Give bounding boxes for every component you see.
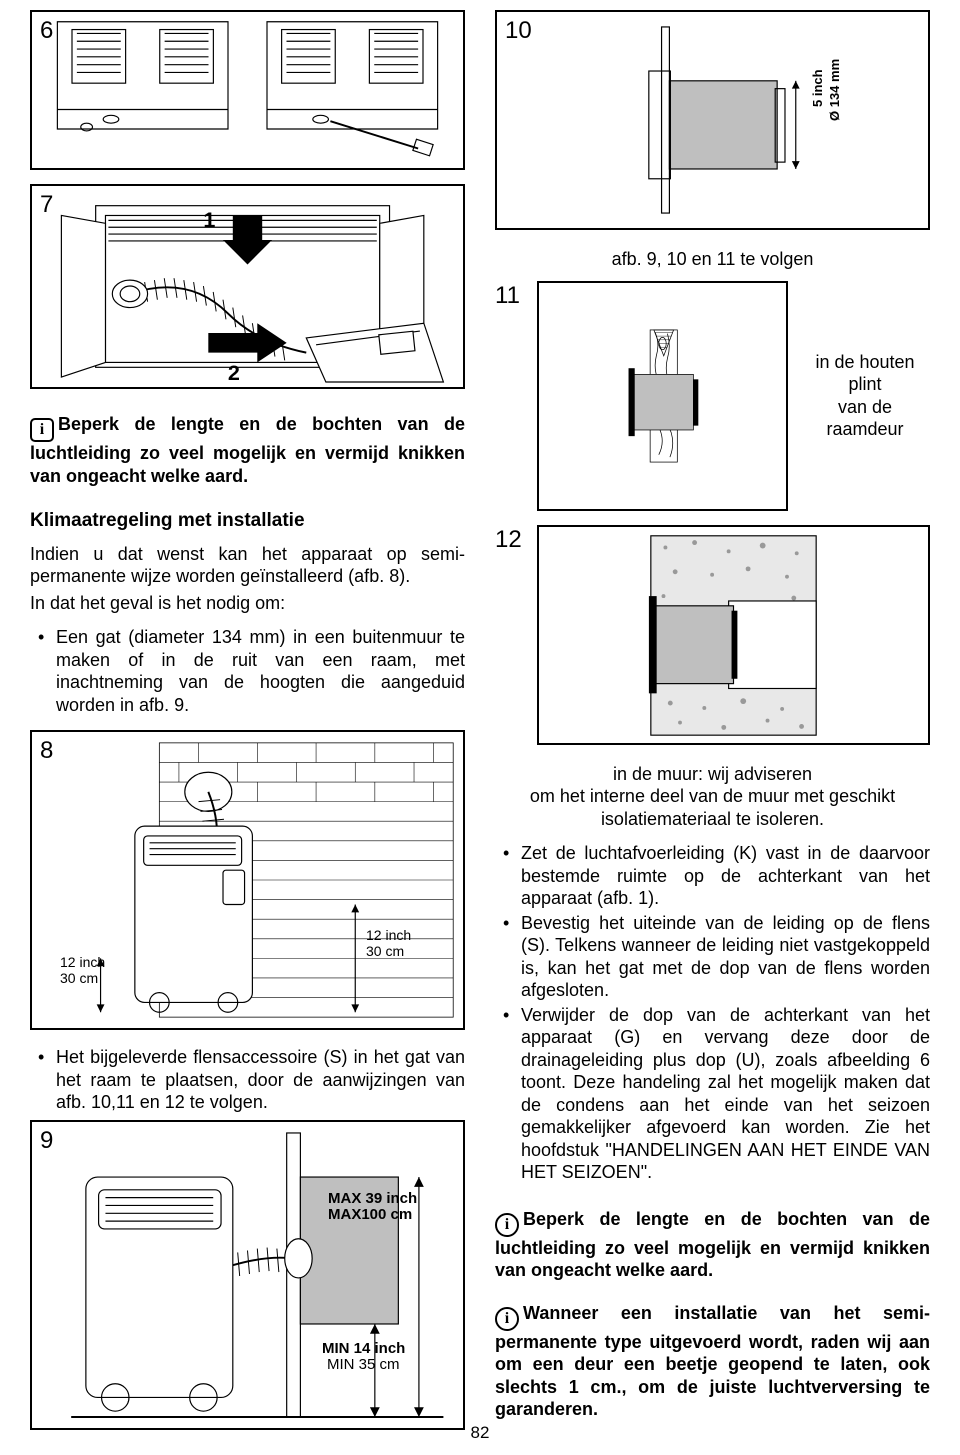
info-icon: i — [495, 1307, 519, 1331]
caption-12: in de muur: wij adviseren om het interne… — [495, 763, 930, 831]
fig9-max-2: MAX100 cm — [328, 1206, 412, 1225]
fig8-dim-right-2: 30 cm — [366, 943, 404, 961]
svg-text:2: 2 — [228, 360, 240, 385]
figure-9-number: 9 — [40, 1126, 53, 1156]
fig8-dim-right-1: 12 inch — [366, 927, 411, 945]
caption-12-a: in de muur: wij adviseren — [613, 764, 812, 784]
figure-7-number: 7 — [40, 190, 53, 220]
info-paragraph-1: iBeperk de lengte en de bochten van de l… — [30, 413, 465, 487]
fig10-dim-1: 5 inch — [810, 69, 826, 107]
figure-11 — [537, 281, 788, 511]
figure-10-number: 10 — [505, 16, 532, 46]
info-text-3: Wanneer een installatie van het semi-per… — [495, 1303, 930, 1420]
figure-10-illustration — [497, 12, 928, 228]
figure-10: 10 5 inch Ø 134 mm — [495, 10, 930, 230]
info-text-1: Beperk de lengte en de bochten van de lu… — [30, 414, 465, 486]
list-item-4: Bevestig het uiteinde van de leiding op … — [495, 912, 930, 1002]
figure-12-number: 12 — [495, 525, 525, 759]
info-icon: i — [30, 418, 54, 442]
fig8-dim-left-2: 30 cm — [60, 970, 98, 988]
figure-7-illustration: 1 2 — [32, 186, 463, 387]
figure-8: 8 — [30, 730, 465, 1030]
figure-11-number: 11 — [495, 281, 525, 311]
figure-6-illustration — [32, 12, 463, 168]
page-layout: 6 — [0, 0, 960, 1455]
figure-7: 7 1 — [30, 184, 465, 389]
figure-8-number: 8 — [40, 736, 53, 766]
info-paragraph-2: iBeperk de lengte en de bochten van de l… — [495, 1208, 930, 1282]
paragraph-install-2: In dat het geval is het nodig om: — [30, 592, 465, 615]
list-item-1: Een gat (diameter 134 mm) in een buitenm… — [30, 626, 465, 716]
fig9-min-2: MIN 35 cm — [327, 1356, 400, 1375]
caption-11-b: van de raamdeur — [826, 397, 903, 440]
info-paragraph-3: iWanneer een installatie van het semi-pe… — [495, 1302, 930, 1421]
heading-installation: Klimaatregeling met installatie — [30, 509, 465, 533]
figure-12 — [537, 525, 930, 745]
fig10-dim-2: Ø 134 mm — [827, 59, 843, 121]
page-number: 82 — [471, 1422, 490, 1443]
svg-text:1: 1 — [203, 207, 215, 232]
right-column: 10 5 inch Ø 134 mm afb. 9, 10 en 11 te v… — [495, 10, 930, 1455]
caption-10: afb. 9, 10 en 11 te volgen — [495, 248, 930, 271]
figure-12-illustration — [539, 527, 928, 743]
list-item-5: Verwijder de dop van de achterkant van h… — [495, 1004, 930, 1184]
figure-9: 9 — [30, 1120, 465, 1430]
list-item-3: Zet de luchtafvoerleiding (K) vast in de… — [495, 842, 930, 910]
figure-9-illustration — [32, 1122, 463, 1428]
caption-12-b: om het interne deel van de muur met gesc… — [530, 786, 895, 829]
caption-11-a: in de houten plint — [815, 352, 914, 395]
list-item-2: Het bijgeleverde flensaccessoire (S) in … — [30, 1046, 465, 1114]
info-icon: i — [495, 1213, 519, 1237]
paragraph-install-1: Indien u dat wenst kan het apparaat op s… — [30, 543, 465, 588]
left-column: 6 — [30, 10, 465, 1455]
figure-11-illustration — [539, 283, 786, 509]
figure-6: 6 — [30, 10, 465, 170]
info-text-2: Beperk de lengte en de bochten van de lu… — [495, 1209, 930, 1281]
fig8-dim-left-1: 12 inch — [60, 954, 105, 972]
figure-6-number: 6 — [40, 16, 53, 46]
